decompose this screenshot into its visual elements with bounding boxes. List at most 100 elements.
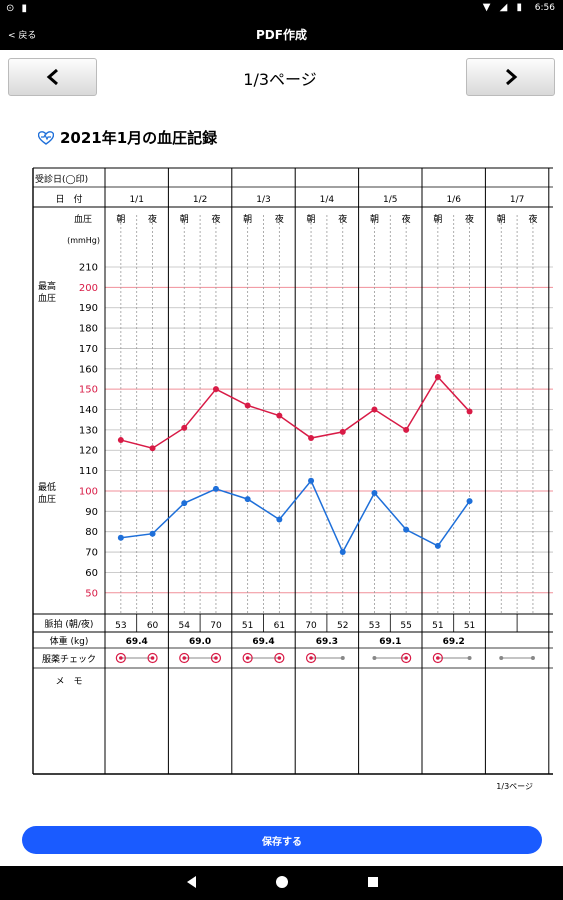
heart-pulse-icon	[38, 130, 54, 145]
y-tick-150: 150	[79, 385, 98, 396]
morning-label: 朝	[243, 214, 252, 225]
night-label: 夜	[338, 213, 347, 225]
system-status-icons: ▼ ◢ ▮	[482, 2, 525, 13]
y-tick-200: 200	[79, 283, 98, 294]
pulse-label: 脈拍 (朝/夜)	[45, 618, 94, 630]
back-link[interactable]: < 戻る	[8, 31, 37, 41]
series-line-diastolic	[120, 479, 471, 554]
morning-label: 朝	[307, 214, 316, 225]
y-tick-90: 90	[85, 507, 98, 518]
pulse-value-night: 61	[274, 621, 285, 631]
y-tick-130: 130	[79, 425, 98, 436]
diastolic-point-1/2-夜	[212, 485, 219, 492]
diastolic-point-1/6-朝	[434, 542, 441, 549]
diastolic-label-line2: 血圧	[38, 493, 56, 505]
pulse-value-morning: 53	[369, 621, 380, 631]
night-label: 夜	[528, 213, 537, 225]
medication-none-dot	[499, 656, 504, 660]
diastolic-point-1/4-夜	[339, 549, 346, 556]
date-header-1/4: 1/4	[320, 195, 335, 205]
medication-taken-icon	[147, 652, 158, 664]
pulse-value-morning: 51	[242, 621, 253, 631]
weight-value: 69.0	[189, 637, 211, 647]
systolic-label-line2: 血圧	[38, 292, 56, 304]
date-header-1/7: 1/7	[510, 195, 524, 205]
systolic-point-1/5-夜	[403, 426, 410, 433]
weight-label: 体重 (kg)	[50, 635, 89, 647]
pulse-value-night: 55	[400, 621, 411, 631]
pulse-value-morning: 54	[179, 621, 191, 631]
diastolic-point-1/3-朝	[244, 496, 251, 503]
diastolic-point-1/4-朝	[308, 477, 315, 484]
pulse-value-morning: 53	[115, 621, 126, 631]
save-button[interactable]: 保存する	[22, 826, 542, 854]
pulse-value-morning: 70	[305, 621, 317, 631]
recents-square-icon[interactable]	[366, 875, 380, 889]
y-tick-180: 180	[79, 324, 98, 335]
previous-page-button[interactable]	[8, 58, 97, 96]
page-footer: 1/3ページ	[496, 782, 533, 791]
morning-label: 朝	[433, 214, 442, 225]
unit-label: (mmHg)	[67, 236, 100, 245]
record-title: 2021年1月の血圧記録	[38, 127, 217, 148]
memo-label: メ モ	[55, 677, 82, 687]
medication-taken-dot	[436, 656, 440, 660]
diastolic-point-1/2-朝	[181, 500, 188, 507]
diastolic-point-1/6-夜	[466, 498, 473, 505]
app-bar: < 戻る PDF作成	[0, 18, 563, 50]
chevron-left-icon	[46, 68, 58, 86]
record-title-text: 2021年1月の血圧記録	[60, 129, 218, 147]
visit-label: 受診日(◯印)	[35, 173, 88, 185]
systolic-point-1/6-朝	[434, 373, 441, 380]
diastolic-point-1/5-朝	[371, 489, 378, 496]
medication-taken-dot	[214, 656, 218, 660]
pulse-value-night: 70	[210, 621, 222, 631]
systolic-point-1/4-朝	[308, 435, 315, 442]
medication-taken-dot	[245, 656, 250, 660]
medication-taken-icon	[401, 652, 412, 664]
morning-label: 朝	[180, 214, 189, 225]
series-line-systolic	[120, 375, 471, 450]
date-label: 日 付	[55, 194, 82, 205]
chevron-right-icon	[505, 68, 517, 86]
y-tick-60: 60	[85, 568, 98, 579]
medication-taken-dot	[277, 656, 282, 660]
status-time: 6:56	[534, 3, 555, 13]
morning-label: 朝	[370, 214, 379, 225]
diastolic-point-1/5-夜	[403, 526, 410, 533]
systolic-point-1/3-朝	[244, 402, 251, 409]
night-label: 夜	[402, 213, 411, 225]
systolic-point-1/6-夜	[466, 408, 473, 415]
page-indicator: 1/3ページ	[243, 70, 317, 89]
app-title: PDF作成	[256, 28, 307, 42]
y-tick-100: 100	[79, 486, 98, 497]
bp-label: 血圧	[74, 213, 92, 225]
medication-taken-icon	[210, 652, 222, 664]
diastolic-point-1/1-朝	[117, 534, 124, 541]
medication-none-dot	[530, 656, 535, 660]
night-label: 夜	[465, 213, 474, 225]
back-triangle-icon[interactable]	[185, 875, 199, 889]
status-bar: ⊙ ▮ ▼ ◢ ▮ 6:56	[0, 0, 563, 18]
medication-taken-icon	[274, 652, 285, 664]
medication-label: 服薬チェック	[42, 653, 96, 665]
weight-value: 69.2	[443, 637, 465, 647]
medication-none-dot	[372, 656, 377, 660]
y-tick-50: 50	[85, 588, 98, 599]
night-label: 夜	[275, 213, 284, 225]
y-tick-120: 120	[79, 446, 98, 457]
systolic-point-1/1-夜	[149, 445, 156, 452]
systolic-point-1/2-夜	[212, 386, 219, 393]
systolic-label-line1: 最高	[38, 280, 56, 292]
home-circle-icon[interactable]	[275, 875, 289, 889]
y-tick-190: 190	[79, 303, 98, 314]
medication-none-dot	[340, 656, 345, 660]
pulse-value-night: 52	[337, 621, 348, 631]
medication-taken-dot	[182, 656, 187, 660]
systolic-point-1/3-夜	[276, 412, 283, 419]
medication-taken-dot	[119, 656, 123, 660]
next-page-button[interactable]	[466, 58, 555, 96]
systolic-point-1/5-朝	[371, 406, 378, 413]
medication-taken-icon	[432, 652, 443, 664]
medication-taken-dot	[150, 656, 155, 660]
